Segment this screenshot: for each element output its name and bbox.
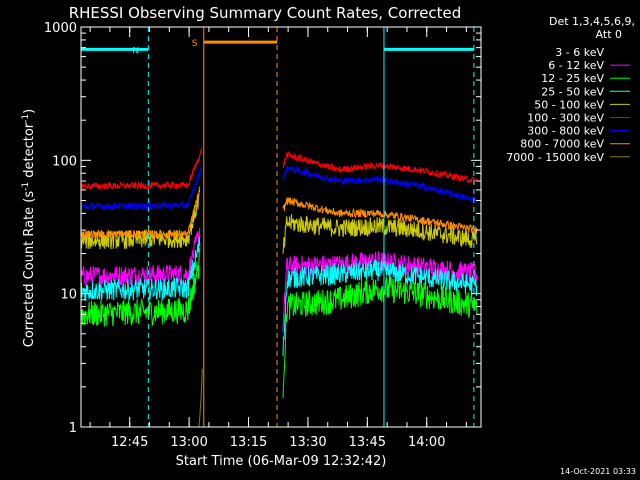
plot-frame [80, 26, 482, 428]
series-line-12-25-kev-pre [80, 247, 201, 327]
series-line-100-300-kev-pre [80, 147, 203, 191]
y-axis-label-end: ) [22, 109, 37, 114]
y-tick-label: 1 [69, 421, 77, 436]
series-line-12-25-kev-post [282, 276, 478, 399]
y-tick-label: 10 [60, 288, 77, 303]
y-tick-label: 100 [52, 154, 77, 169]
series-line-25-50-kev-pre [80, 236, 201, 302]
series-line-25-50-kev-post [282, 258, 478, 357]
flag-bars: NS [81, 39, 474, 56]
legend-label: 12 - 25 keV [541, 72, 604, 85]
legend-label: 6 - 12 keV [548, 59, 604, 72]
y-axis-ticks: 1 10 100 1000 [44, 21, 481, 436]
series-line-300-800-kev-post [282, 164, 478, 204]
legend-label: 100 - 300 keV [527, 112, 604, 125]
legend-label: 300 - 800 keV [527, 125, 604, 138]
footer-date: 14-Oct-2021 03:33 [560, 467, 636, 476]
legend-label: 50 - 100 keV [534, 98, 604, 111]
legend-label: 800 - 7000 keV [520, 138, 604, 151]
x-tick-label: 13:15 [230, 435, 267, 450]
legend-label: 3 - 6 keV [555, 46, 604, 59]
legend-label: 25 - 50 keV [541, 85, 604, 98]
x-tick-label: 13:45 [349, 435, 386, 450]
legend-header-line2: Att 0 [596, 28, 622, 41]
y-axis-label-exp2: -1 [21, 114, 31, 123]
legend-label: 7000 - 15000 keV [506, 151, 604, 164]
series-line-50-100-kev-pre [80, 189, 201, 250]
x-tick-label: 13:30 [289, 435, 326, 450]
y-axis-label-mid: detector [22, 122, 37, 182]
x-axis-ticks: 12:45 13:00 13:15 13:30 13:45 14:00 [89, 27, 467, 450]
series-line-800-7000-kev-post [282, 197, 478, 234]
series-line-7000-15000-kev-pre [198, 368, 203, 428]
series-line-100-300-kev-post [282, 151, 477, 184]
y-axis-label: Corrected Count Rate (s-1 detector-1) [21, 109, 37, 347]
x-tick-label: 13:00 [170, 435, 207, 450]
series-line-300-800-kev-pre [80, 166, 203, 211]
vertical-markers [80, 27, 475, 427]
series-line-800-7000-kev-pre [80, 186, 201, 240]
series-line-6-12-kev-pre [80, 227, 201, 288]
y-axis-label-exp1: -1 [21, 182, 31, 191]
flag-label-N: N [132, 46, 139, 56]
x-tick-label: 12:45 [111, 435, 148, 450]
x-axis-label: Start Time (06-Mar-09 12:32:42) [176, 454, 387, 469]
legend-header-line1: Det 1,3,4,5,6,9, [549, 15, 635, 28]
y-axis-label-main: Corrected Count Rate (s [22, 191, 37, 348]
flag-label-S: S [192, 39, 198, 49]
chart-title: RHESSI Observing Summary Count Rates, Co… [69, 4, 462, 22]
series-line-50-100-kev-post [282, 213, 478, 254]
y-tick-label: 1000 [44, 21, 77, 36]
plot-lines [80, 147, 478, 428]
x-tick-label: 14:00 [408, 435, 445, 450]
